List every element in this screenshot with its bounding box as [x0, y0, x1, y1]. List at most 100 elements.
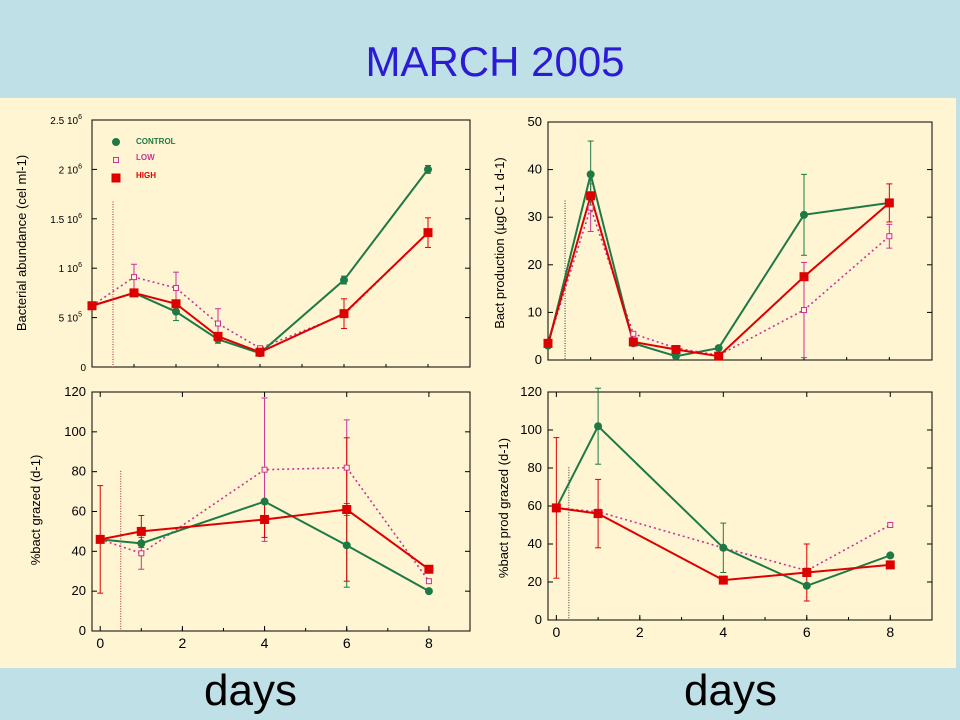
data-point-low: [261, 466, 268, 473]
data-point-high: [628, 337, 638, 347]
x-tick-label: 0: [96, 635, 104, 651]
series-line-low: [99, 466, 430, 582]
y-tick-label: 80: [72, 464, 86, 479]
y-tick-label: 40: [72, 543, 86, 558]
data-point-control: [594, 422, 603, 431]
y-tick-label: 0: [535, 612, 542, 627]
y-tick-label: 120: [64, 384, 86, 399]
y-axis-label: Bact production (µgC L-1 d-1): [492, 157, 507, 329]
data-point-control: [112, 138, 120, 146]
y-tick-label: 20: [528, 574, 542, 589]
y-tick-label: 1.5 106: [50, 213, 82, 226]
legend-label-control: CONTROL: [136, 137, 176, 146]
x-axis-label-left: days: [204, 666, 297, 715]
y-axis-label: %bact prod grazed (d-1): [496, 438, 511, 578]
x-axis-label-right: days: [684, 666, 777, 715]
x-tick-label: 2: [178, 635, 186, 651]
y-tick-label: 1 106: [59, 262, 82, 275]
legend-label-high: HIGH: [136, 171, 156, 180]
y-tick-label: 40: [528, 536, 542, 551]
y-tick-label: 0: [535, 352, 542, 367]
series-line-high: [91, 231, 429, 354]
y-tick-label: 0: [80, 363, 86, 374]
chart-panel-2: 0 10 20 30 40 50 Bact production (µgC L-1 d-1): [492, 114, 933, 367]
chart-panel-4: 0 20 40 60 80 100 120 0 2 4 6 8 %bact prod grazed (d…: [496, 384, 933, 640]
data-point-high: [339, 309, 349, 319]
x-tick-label: 6: [803, 624, 811, 640]
data-point-high: [111, 173, 121, 183]
plot-frame: [547, 121, 933, 361]
data-point-control: [586, 170, 595, 179]
data-point-low: [630, 330, 637, 337]
y-tick-label: 30: [528, 209, 542, 224]
y-axis-label: %bact grazed (d-1): [28, 455, 43, 566]
y-tick-label: 100: [520, 422, 542, 437]
y-tick-label: 80: [528, 460, 542, 475]
x-tick-label: 8: [425, 635, 433, 651]
x-tick-label: 4: [261, 635, 269, 651]
data-point-high: [671, 345, 681, 355]
y-tick-label: 2 106: [59, 163, 82, 176]
data-point-high: [95, 534, 105, 544]
data-point-high: [255, 347, 265, 357]
data-point-high: [799, 272, 809, 282]
data-point-low: [215, 320, 221, 327]
plot-frame: [547, 391, 933, 621]
x-tick-label: 4: [719, 624, 727, 640]
data-point-control: [137, 539, 146, 548]
data-point-control: [342, 541, 351, 550]
data-point-high: [171, 299, 181, 309]
y-tick-label: 60: [72, 504, 86, 519]
x-tick-label: 2: [636, 624, 644, 640]
data-point-high: [543, 338, 553, 348]
y-tick-label: 20: [528, 257, 542, 272]
x-tick-label: 8: [886, 624, 894, 640]
y-tick-label: 20: [72, 583, 86, 598]
data-point-control: [424, 165, 432, 174]
series-line-low: [547, 205, 890, 357]
y-axis-label: Bacterial abundance (cel ml-1): [14, 155, 29, 331]
data-point-high: [87, 301, 97, 311]
chart-panel-3: 0 20 40 60 80 100 120 0 2 4 6 8 %bact grazed (d-1): [28, 384, 471, 651]
x-tick-label: 0: [552, 624, 560, 640]
y-tick-label: 120: [520, 384, 542, 399]
data-point-low: [131, 274, 137, 281]
data-point-high: [885, 560, 895, 570]
data-point-low: [886, 233, 893, 240]
data-point-high: [714, 351, 724, 361]
y-tick-label: 100: [64, 424, 86, 439]
data-point-high: [423, 228, 433, 238]
data-point-control: [260, 497, 269, 506]
chart-panel-1: 0 5 105 1 106 1.5 106 2 106 2.5 106 Bacterial …: [14, 114, 471, 374]
series-line-high: [547, 192, 890, 358]
data-point-control: [340, 276, 348, 285]
y-tick-label: 10: [528, 304, 542, 319]
data-point-low: [138, 550, 145, 557]
series-line-low: [91, 232, 429, 350]
data-point-high: [551, 503, 561, 513]
data-point-high: [136, 526, 146, 536]
data-point-control: [172, 307, 180, 316]
data-point-high: [213, 331, 223, 341]
y-tick-label: 40: [528, 162, 542, 177]
data-point-high: [884, 198, 894, 208]
data-point-low: [587, 204, 594, 211]
x-tick-label: 6: [343, 635, 351, 651]
data-point-control: [802, 581, 811, 590]
y-tick-label: 60: [528, 498, 542, 513]
data-point-high: [718, 575, 728, 585]
data-point-control: [719, 543, 728, 552]
series-line-control: [547, 174, 890, 358]
data-point-low: [887, 522, 894, 528]
data-point-high: [129, 288, 139, 298]
y-tick-label: 5 105: [59, 312, 82, 325]
data-point-high: [586, 191, 596, 201]
data-point-high: [424, 564, 434, 574]
data-point-high: [593, 509, 603, 519]
data-point-low: [343, 464, 350, 471]
data-point-control: [800, 210, 808, 219]
data-point-control: [886, 551, 895, 560]
data-point-control: [424, 587, 433, 596]
